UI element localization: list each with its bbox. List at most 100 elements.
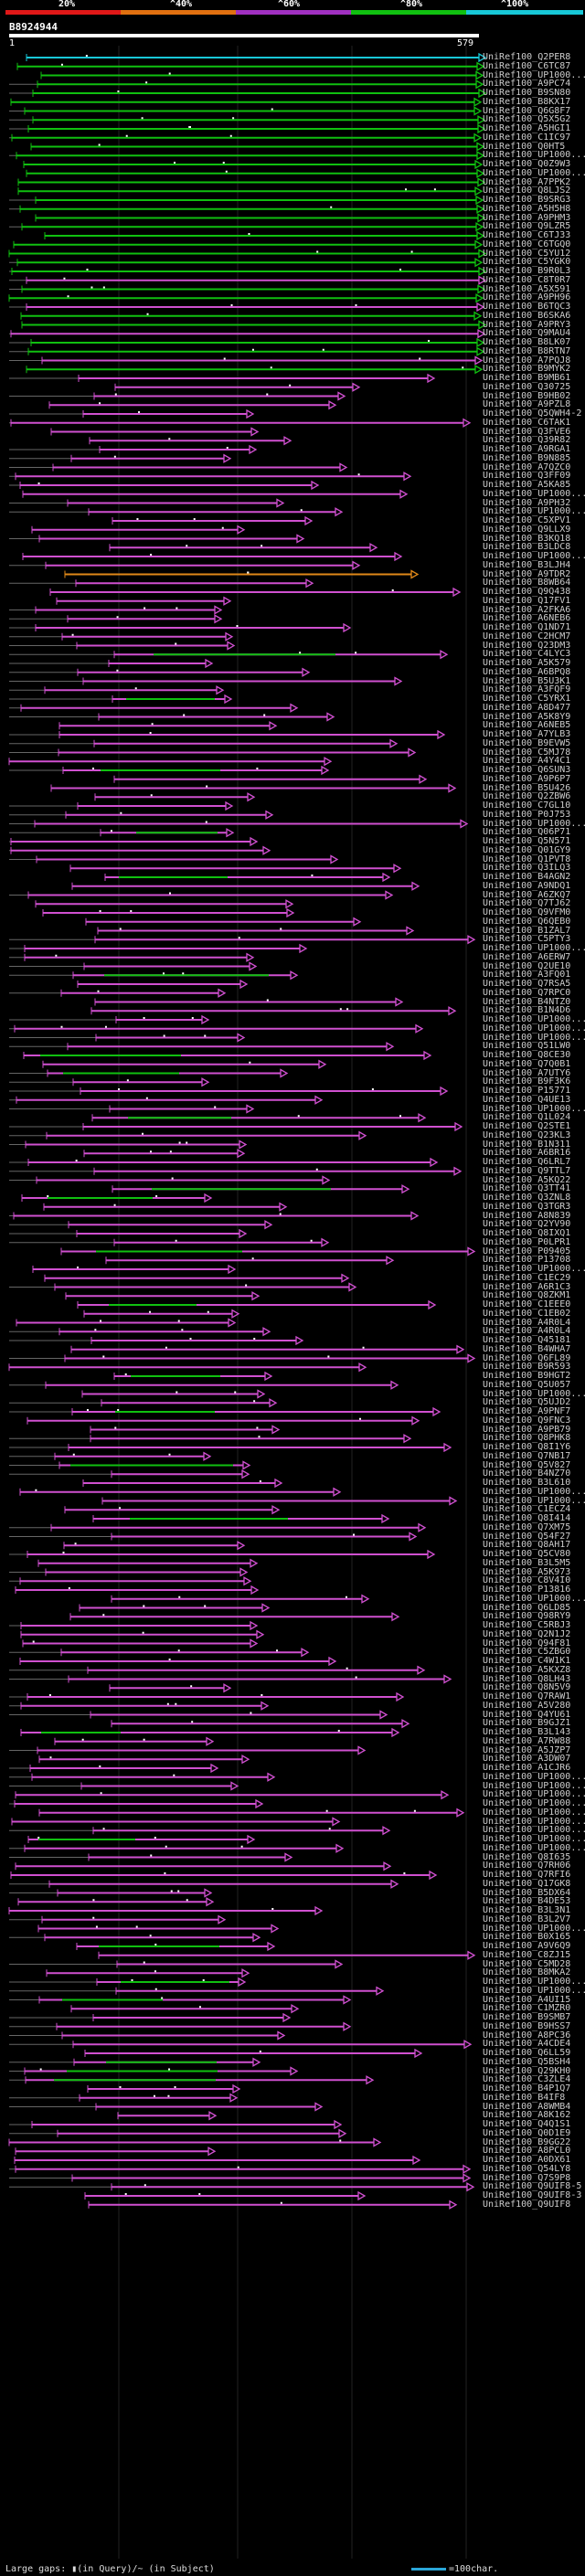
hit-alignment[interactable] [9,1781,239,1791]
hit-label[interactable]: UniRef100_A9TDR2 [483,568,571,579]
hit-label[interactable]: UniRef100_Q4YU61 [483,1709,571,1720]
hit-label[interactable]: UniRef100_B9SRG3 [483,195,571,205]
hit-alignment[interactable] [114,382,361,392]
hit-label[interactable]: UniRef100_B5U3K1 [483,675,571,686]
hit-label[interactable]: UniRef100_B3L2V7 [483,1913,571,1924]
hit-label[interactable]: UniRef100_UP1000... [483,1825,585,1836]
hit-alignment[interactable] [9,836,259,847]
hit-label[interactable]: UniRef100_Q29KH0 [483,2065,571,2076]
hit-label[interactable]: UniRef100_UP1000... [483,1834,585,1844]
hit-label[interactable]: UniRef100_C5RBJ3 [483,1620,571,1630]
hit-alignment[interactable] [9,1701,270,1711]
hit-label[interactable]: UniRef100_A7UTY6 [483,1067,571,1078]
hit-alignment[interactable] [88,2200,458,2210]
hit-alignment[interactable] [70,1344,465,1354]
hit-label[interactable]: UniRef100_UP1000... [483,818,585,829]
hit-label[interactable]: UniRef100_UP1000... [483,1816,585,1827]
hit-label[interactable]: UniRef100_B9GG22 [483,2136,571,2147]
hit-label[interactable]: UniRef100_C6TC87 [483,60,571,71]
hit-alignment[interactable] [9,80,484,90]
hit-label[interactable]: UniRef100_C5YU12 [483,248,571,259]
hit-label[interactable]: UniRef100_Q06P71 [483,827,571,838]
hit-label[interactable]: UniRef100_A8D477 [483,702,571,713]
hit-label[interactable]: UniRef100_A6BR16 [483,1148,571,1159]
hit-alignment[interactable] [9,2128,347,2138]
hit-label[interactable]: UniRef100_Q6LL59 [483,2048,571,2058]
hit-alignment[interactable] [9,1852,293,1862]
hit-label[interactable]: UniRef100_Q5U057 [483,1379,571,1390]
hit-alignment[interactable] [9,2021,352,2031]
hit-alignment[interactable] [9,1798,264,1809]
hit-alignment[interactable] [9,1442,452,1453]
hit-alignment[interactable] [9,1104,255,1114]
hit-alignment[interactable] [16,61,485,71]
hit-label[interactable]: UniRef100_B1N311 [483,1139,571,1150]
hit-label[interactable]: UniRef100_A9PC74 [483,79,571,90]
hit-alignment[interactable] [109,543,378,553]
hit-label[interactable]: UniRef100_A9PHM3 [483,212,571,223]
hit-alignment[interactable] [9,222,484,232]
hit-alignment[interactable] [109,1683,232,1693]
hit-alignment[interactable] [21,320,487,330]
hit-label[interactable]: UniRef100_A9PNF7 [483,1406,571,1416]
hit-label[interactable]: UniRef100_A7PQJ8 [483,355,571,366]
hit-label[interactable]: UniRef100_Q7Q0B1 [483,1058,571,1069]
hit-label[interactable]: UniRef100_B3LJH4 [483,559,571,570]
hit-label[interactable]: UniRef100_Q0D1E9 [483,2127,571,2138]
hit-label[interactable]: UniRef100_A6ERW7 [483,951,571,962]
hit-alignment[interactable] [9,1674,452,1684]
hit-label[interactable]: UniRef100_UP1000... [483,1593,585,1604]
hit-label[interactable]: UniRef100_C1ECZ4 [483,1504,571,1515]
hit-alignment[interactable] [9,1879,399,1889]
hit-alignment[interactable] [50,427,260,437]
hit-label[interactable]: UniRef100_B9HSS7 [483,2020,571,2031]
hit-label[interactable]: UniRef100_Q8ZKM1 [483,1290,571,1301]
hit-label[interactable]: UniRef100_C1MZR0 [483,2003,571,2014]
hit-alignment[interactable] [19,1656,337,1667]
hit-label[interactable]: UniRef100_B8LK07 [483,337,571,347]
hit-alignment[interactable] [9,1042,395,1052]
hit-alignment[interactable] [69,1612,400,1622]
hit-label[interactable]: UniRef100_Q54F27 [483,1531,571,1542]
hit-alignment[interactable] [9,729,446,740]
hit-label[interactable]: UniRef100_Q6G8F7 [483,105,571,116]
hit-label[interactable]: UniRef100_Q2ZBW6 [483,791,571,802]
hit-label[interactable]: UniRef100_UP1000... [483,1023,585,1034]
hit-alignment[interactable] [9,1157,439,1168]
hit-label[interactable]: UniRef100_B1N4D6 [483,1005,571,1016]
hit-alignment[interactable] [65,1291,261,1301]
hit-label[interactable]: UniRef100_A6NEB6 [483,613,571,624]
hit-label[interactable]: UniRef100_A7RW88 [483,1735,571,1746]
hit-alignment[interactable] [9,2057,261,2067]
hit-label[interactable]: UniRef100_C4LYC3 [483,649,571,660]
hit-alignment[interactable] [84,2048,423,2059]
hit-label[interactable]: UniRef100_P13708 [483,1255,571,1266]
hit-alignment[interactable] [8,249,487,259]
hit-alignment[interactable] [9,1995,352,2005]
hit-alignment[interactable] [9,1986,385,1996]
hit-alignment[interactable] [14,2155,421,2166]
hit-label[interactable]: UniRef100_Q54LY8 [483,2163,571,2174]
hit-label[interactable]: UniRef100_Q0Z9W3 [483,159,571,169]
hit-alignment[interactable] [63,1541,246,1551]
hit-alignment[interactable] [15,1790,450,1800]
hit-label[interactable]: UniRef100_Q1L024 [483,1112,571,1123]
hit-label[interactable]: UniRef100_A8PCL0 [483,2146,571,2157]
hit-label[interactable]: UniRef100_Q94F81 [483,1638,571,1648]
hit-alignment[interactable] [23,159,484,170]
hit-alignment[interactable] [40,70,484,80]
hit-alignment[interactable] [9,123,486,134]
hit-label[interactable]: UniRef100_A5KXZ8 [483,1664,571,1675]
hit-alignment[interactable] [9,133,483,143]
hit-label[interactable]: UniRef100_UP1000... [483,943,585,953]
hit-label[interactable]: UniRef100_UP1000... [483,506,585,517]
hit-alignment[interactable] [9,2066,299,2076]
hit-alignment[interactable] [70,2004,300,2014]
hit-alignment[interactable] [26,168,485,178]
hit-alignment[interactable] [9,462,348,472]
hit-label[interactable]: UniRef100_B9HGT2 [483,1371,571,1381]
hit-label[interactable]: UniRef100_A7PPK2 [483,176,571,187]
hit-label[interactable]: UniRef100_Q7RFI6 [483,1870,571,1880]
hit-label[interactable]: UniRef100_B1ZAL7 [483,925,571,936]
hit-label[interactable]: UniRef100_Q7RPC0 [483,987,571,998]
